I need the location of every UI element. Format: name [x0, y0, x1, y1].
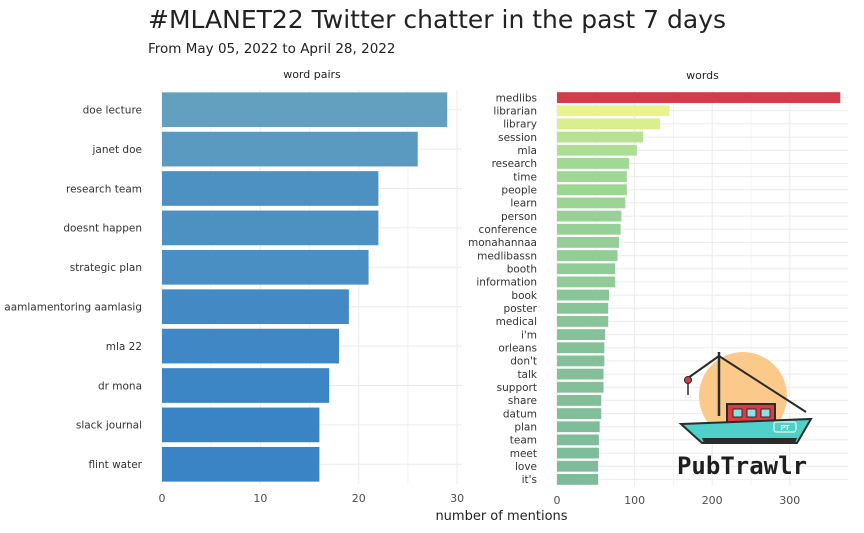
words-bar-28: [557, 460, 599, 472]
chart-subtitle: From May 05, 2022 to April 28, 2022: [148, 41, 396, 57]
words-category-label-8: learn: [510, 198, 537, 210]
words-bar-1: [557, 105, 670, 117]
word-pairs-bar-2: [162, 171, 379, 206]
words-bar-24: [557, 408, 602, 419]
word-pairs-category-label-3: doesnt happen: [63, 223, 142, 235]
words-category-label-19: orleans: [498, 343, 537, 355]
words-bar-13: [557, 263, 616, 275]
words-bar-2: [557, 118, 661, 130]
words-category-label-13: booth: [507, 264, 537, 276]
words-category-label-17: medical: [496, 316, 537, 328]
words-bar-14: [557, 276, 616, 288]
word-pairs-x-tick-2: 20: [352, 492, 366, 505]
word-pairs-category-label-4: strategic plan: [70, 262, 142, 274]
words-category-label-21: talk: [517, 369, 537, 381]
word-pairs-bar-8: [162, 407, 320, 443]
words-category-label-4: mla: [517, 145, 537, 157]
word-pairs-x-tick-1: 10: [253, 492, 267, 505]
words-category-label-29: it's: [522, 474, 537, 486]
word-pairs-category-label-9: flint water: [88, 459, 142, 471]
word-pairs-bar-0: [162, 92, 448, 128]
words-category-label-22: support: [497, 382, 537, 394]
words-facet-label: words: [686, 69, 719, 82]
words-bar-29: [557, 474, 599, 485]
words-category-label-18: i'm: [521, 329, 537, 341]
words-bar-19: [557, 342, 605, 354]
word-pairs-category-label-1: janet doe: [92, 144, 142, 156]
word-pairs-bar-1: [162, 131, 418, 167]
word-pairs-category-label-6: mla 22: [106, 341, 142, 353]
words-bar-20: [557, 355, 605, 367]
words-category-label-9: person: [501, 211, 537, 223]
words-category-label-1: librarian: [493, 106, 537, 118]
words-category-label-26: team: [510, 435, 537, 447]
words-bar-17: [557, 316, 609, 327]
words-bar-27: [557, 447, 599, 459]
words-category-label-25: plan: [514, 422, 537, 434]
words-bar-23: [557, 395, 602, 406]
words-category-label-20: don't: [510, 356, 537, 368]
words-x-tick-0: 0: [554, 494, 561, 507]
words-bar-5: [557, 158, 630, 169]
word-pairs-bar-3: [162, 210, 379, 246]
word-pairs-category-label-5: aamlamentoring aamlasig: [4, 302, 142, 314]
words-bar-22: [557, 381, 604, 393]
words-bar-11: [557, 237, 620, 248]
logo-text: PubTrawlr: [677, 452, 807, 480]
words-x-tick-1: 100: [624, 494, 645, 507]
words-category-label-2: library: [503, 119, 537, 131]
word-pairs-bar-4: [162, 249, 369, 285]
words-bar-21: [557, 368, 604, 380]
x-axis-label: number of mentions: [435, 509, 568, 524]
words-x-tick-3: 300: [779, 494, 800, 507]
words-x-tick-2: 200: [702, 494, 723, 507]
words-bar-12: [557, 250, 618, 261]
word-pairs-category-label-8: slack journal: [76, 420, 142, 432]
chart-title: #MLANET22 Twitter chatter in the past 7 …: [148, 5, 727, 34]
words-bar-18: [557, 329, 606, 340]
words-bar-8: [557, 197, 626, 209]
word-pairs-bar-6: [162, 328, 340, 364]
pubtrawlr-logo: PT PubTrawlr: [677, 352, 813, 480]
word-pairs-bar-9: [162, 446, 320, 482]
word-pairs-bar-7: [162, 368, 330, 403]
words-category-label-27: meet: [510, 448, 537, 460]
words-bar-9: [557, 210, 622, 222]
word-pairs-facet-label: word pairs: [283, 68, 341, 81]
words-bar-15: [557, 289, 609, 301]
words-category-label-24: datum: [503, 408, 537, 420]
words-bar-25: [557, 421, 600, 433]
logo-badge: PT: [781, 425, 791, 432]
words-category-label-28: love: [515, 461, 537, 473]
words-category-label-0: medlibs: [496, 92, 537, 104]
words-bar-16: [557, 302, 609, 314]
words-category-label-16: poster: [504, 303, 538, 315]
words-bar-3: [557, 131, 644, 143]
words-panel: words medlibs librarianlibrarysessionmlare…: [468, 69, 848, 507]
word-pairs-x-tick-3: 30: [450, 492, 464, 505]
words-bar-4: [557, 144, 637, 156]
words-bar-6: [557, 171, 627, 182]
words-bar-0: [557, 92, 841, 103]
word-pairs-panel: word pairs doe lecture janet doe research t…: [4, 68, 464, 505]
words-category-label-14: information: [476, 277, 537, 289]
words-bar-7: [557, 184, 627, 196]
words-category-label-11: monahannaa: [468, 237, 537, 249]
words-category-label-5: research: [492, 158, 537, 170]
words-category-label-15: book: [511, 290, 538, 302]
word-pairs-x-tick-0: 0: [159, 492, 166, 505]
words-category-label-10: conference: [479, 224, 537, 236]
word-pairs-bar-5: [162, 289, 349, 325]
word-pairs-category-label-0: doe lecture: [83, 105, 142, 117]
words-category-label-12: medlibassn: [477, 250, 537, 262]
words-category-label-7: people: [501, 185, 537, 197]
words-category-label-3: session: [498, 132, 537, 144]
words-category-label-6: time: [513, 171, 537, 183]
words-bar-26: [557, 434, 599, 446]
word-pairs-category-label-7: dr mona: [98, 380, 142, 392]
words-category-label-23: share: [508, 395, 537, 407]
words-bar-10: [557, 223, 621, 235]
word-pairs-category-label-2: research team: [66, 183, 142, 195]
